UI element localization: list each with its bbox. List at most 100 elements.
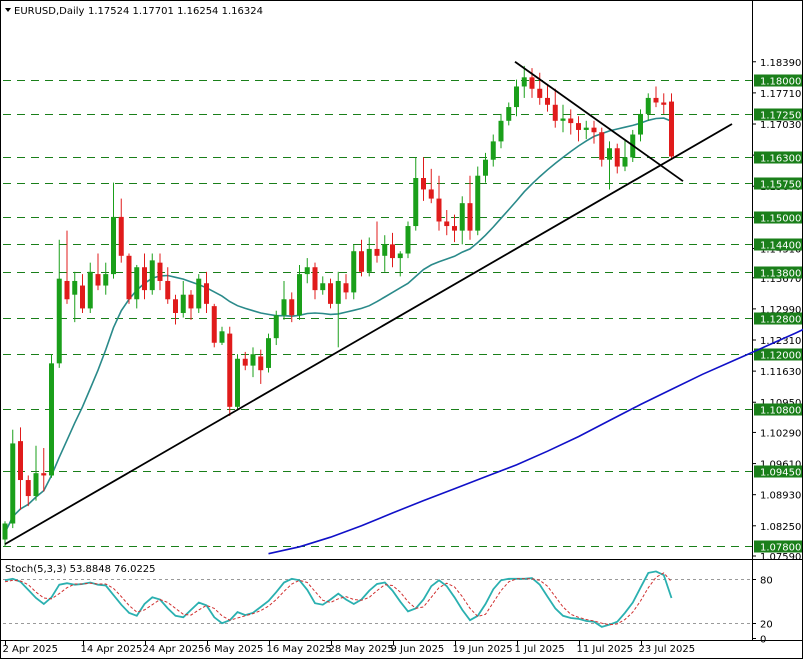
candle-body <box>266 338 271 368</box>
candle-body <box>282 299 287 315</box>
candle-body <box>65 281 70 299</box>
time-tick-label: 11 Jul 2025 <box>577 644 634 655</box>
candle-body <box>158 263 163 281</box>
time-tick-label: 1 Jul 2025 <box>515 644 565 655</box>
bearish-candle <box>212 304 217 347</box>
level-label: 1.12800 <box>760 315 801 326</box>
time-tick-label: 14 Apr 2025 <box>81 644 143 655</box>
candle-body <box>173 299 178 313</box>
level-label: 1.09450 <box>760 468 801 479</box>
candle-body <box>537 89 542 98</box>
candle-body <box>305 267 310 274</box>
bullish-candle <box>351 244 356 299</box>
candle-body <box>313 267 318 290</box>
candle-body <box>80 286 85 309</box>
candle-body <box>10 443 15 523</box>
candle-body <box>320 283 325 290</box>
candle-body <box>227 334 232 407</box>
candle-body <box>251 354 256 365</box>
bullish-candle <box>406 221 411 258</box>
candle-body <box>661 102 666 104</box>
bullish-candle <box>266 334 271 373</box>
price-tick-label: 1.17030 <box>760 120 801 131</box>
candle-body <box>429 189 434 198</box>
time-tick-label: 2 Apr 2025 <box>3 644 58 655</box>
candle-body <box>344 283 349 292</box>
candle-body <box>351 251 356 292</box>
candle-body <box>212 306 217 343</box>
candle-body <box>576 123 581 130</box>
candle-body <box>289 299 294 315</box>
candle-body <box>514 86 519 107</box>
candle-body <box>34 473 39 496</box>
bearish-candle <box>669 93 674 159</box>
candle-body <box>196 279 201 309</box>
candle-body <box>599 132 604 159</box>
candle-body <box>336 281 341 304</box>
candle-body <box>328 283 333 304</box>
ohlc-readout: 1.17524 1.17701 1.16254 1.16324 <box>88 6 263 17</box>
candle-body <box>421 178 426 189</box>
candle-body <box>468 203 473 230</box>
candle-body <box>165 281 170 299</box>
candle-body <box>646 98 651 114</box>
candle-body <box>553 105 558 121</box>
candle-body <box>654 98 659 103</box>
candle-body <box>390 244 395 258</box>
candle-body <box>297 274 302 315</box>
level-label: 1.17250 <box>760 111 801 122</box>
level-label: 1.07800 <box>760 543 801 554</box>
candle-body <box>57 279 62 364</box>
candle-body <box>243 359 248 366</box>
candle-body <box>181 295 186 313</box>
candle-body <box>475 176 480 231</box>
candle-body <box>460 203 465 230</box>
candle-body <box>568 119 573 124</box>
candle-body <box>545 98 550 105</box>
stochastic-tick-label: 0 <box>760 635 766 646</box>
candle-body <box>150 260 155 290</box>
candle-body <box>119 217 124 256</box>
time-tick-label: 24 Apr 2025 <box>143 644 205 655</box>
bullish-candle <box>196 274 201 313</box>
time-tick-label: 6 May 2025 <box>205 644 264 655</box>
candle-body <box>134 267 139 299</box>
candle-body <box>413 178 418 226</box>
candle-body <box>26 480 31 496</box>
candle-body <box>406 226 411 253</box>
candle-body <box>437 199 442 222</box>
price-tick-label: 1.11630 <box>760 367 801 378</box>
price-tick-label: 1.07590 <box>760 552 801 563</box>
candle-body <box>506 107 511 121</box>
candle-body <box>669 102 674 157</box>
candle-body <box>258 356 263 370</box>
bullish-candle <box>49 354 54 478</box>
time-tick-label: 16 May 2025 <box>267 644 332 655</box>
bullish-candle <box>475 167 480 236</box>
candle-body <box>111 217 116 274</box>
time-tick-label: 9 Jun 2025 <box>391 644 445 655</box>
candle-body <box>522 77 527 86</box>
candle-body <box>367 249 372 272</box>
candle-body <box>88 272 93 309</box>
price-tick-label: 1.08250 <box>760 522 801 533</box>
candle-body <box>72 281 77 295</box>
candle-body <box>592 128 597 133</box>
candle-body <box>18 441 23 480</box>
candle-body <box>398 254 403 259</box>
level-label: 1.13800 <box>760 269 801 280</box>
symbol-label: EURUSD,Daily <box>14 6 85 17</box>
candle-body <box>235 359 240 407</box>
level-label: 1.10800 <box>760 406 801 417</box>
candle-body <box>584 128 589 130</box>
candle-body <box>103 274 108 285</box>
time-tick-label: 28 May 2025 <box>329 644 394 655</box>
level-label: 1.18000 <box>760 77 801 88</box>
level-label: 1.16300 <box>760 154 801 165</box>
candle-body <box>607 148 612 159</box>
level-label: 1.15000 <box>760 214 801 225</box>
stochastic-title: Stoch(5,3,3) 53.8848 76.0225 <box>5 564 156 575</box>
candle-body <box>615 148 620 166</box>
